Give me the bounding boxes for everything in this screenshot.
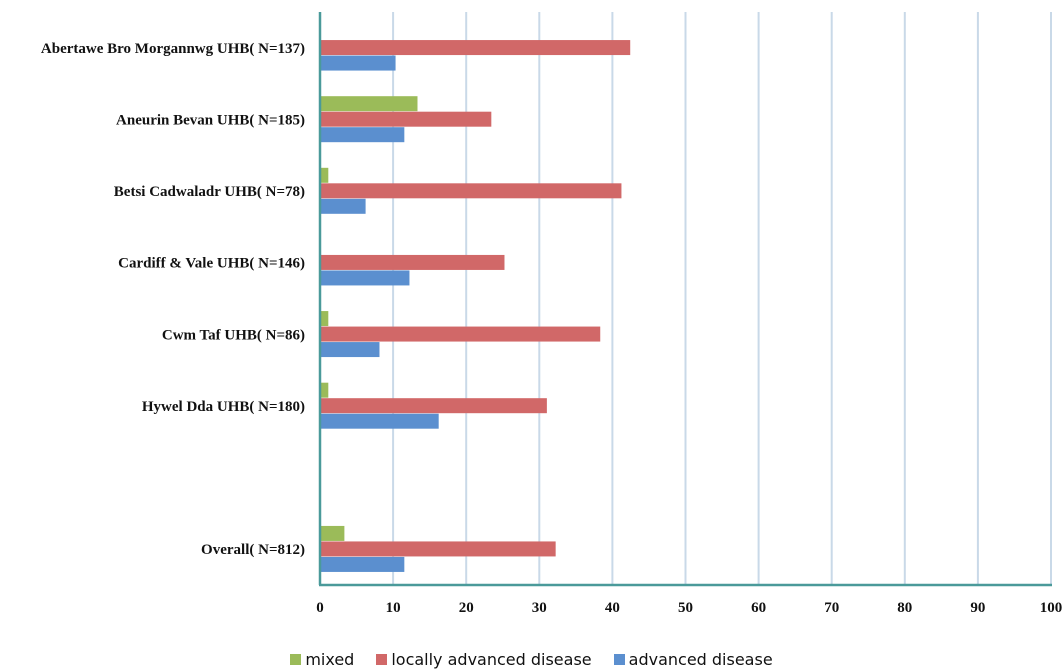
x-tick-label: 0 xyxy=(316,600,324,616)
category-label: Cardiff & Vale UHB( N=146) xyxy=(118,256,305,272)
category-label: Hywel Dda UHB( N=180) xyxy=(142,399,305,415)
bars xyxy=(321,40,631,572)
bar-locally-advanced-disease-0 xyxy=(321,40,631,56)
x-tick-label: 100 xyxy=(1040,600,1063,616)
bar-mixed-2 xyxy=(321,167,329,183)
x-tick-label: 80 xyxy=(897,600,912,616)
bar-locally-advanced-disease-3 xyxy=(321,254,505,270)
legend-label-locally-advanced: locally advanced disease xyxy=(391,649,592,669)
x-tick-label: 10 xyxy=(386,600,401,616)
bar-advanced-disease-4 xyxy=(321,342,380,358)
bar-locally-advanced-disease-7 xyxy=(321,541,556,557)
x-tick-label: 50 xyxy=(678,600,693,616)
bar-advanced-disease-7 xyxy=(321,556,405,572)
bar-mixed-4 xyxy=(321,311,329,327)
bar-mixed-5 xyxy=(321,382,329,398)
x-tick-label: 20 xyxy=(459,600,474,616)
bar-chart: 0 10 20 30 40 50 60 70 80 90 100 Abertawe Bro Morg… xyxy=(41,12,1062,616)
bar-locally-advanced-disease-1 xyxy=(321,111,492,127)
axes xyxy=(318,12,1052,587)
x-tick-labels: 0 10 20 30 40 50 60 70 80 90 100 xyxy=(316,600,1062,616)
category-label: Overall( N=812) xyxy=(201,542,305,558)
legend-label-advanced: advanced disease xyxy=(628,649,773,669)
x-tick-label: 40 xyxy=(605,600,620,616)
x-tick-label: 90 xyxy=(970,600,985,616)
legend-swatch-mixed xyxy=(290,653,302,665)
legend-label-mixed: mixed xyxy=(305,649,355,669)
gridlines xyxy=(392,12,1052,585)
bar-locally-advanced-disease-5 xyxy=(321,398,547,414)
bar-advanced-disease-0 xyxy=(321,55,396,71)
legend-item-advanced: advanced disease xyxy=(613,649,773,669)
legend: mixed locally advanced disease advanced … xyxy=(0,648,1063,670)
legend-item-mixed: mixed xyxy=(290,650,354,669)
legend-item-locally-advanced: locally advanced disease xyxy=(376,649,592,669)
category-label: Betsi Cadwaladr UHB( N=78) xyxy=(114,184,305,200)
legend-swatch-advanced xyxy=(613,653,625,665)
legend-swatch-locally-advanced xyxy=(376,653,388,665)
bar-mixed-1 xyxy=(321,96,418,112)
x-tick-label: 70 xyxy=(824,600,839,616)
bar-advanced-disease-3 xyxy=(321,270,410,286)
bar-advanced-disease-2 xyxy=(321,198,366,214)
category-label: Aneurin Bevan UHB( N=185) xyxy=(116,112,305,128)
x-tick-label: 30 xyxy=(532,600,547,616)
bar-locally-advanced-disease-4 xyxy=(321,326,601,342)
bar-mixed-7 xyxy=(321,525,345,541)
x-tick-label: 60 xyxy=(751,600,766,616)
bar-advanced-disease-1 xyxy=(321,127,405,143)
bar-locally-advanced-disease-2 xyxy=(321,183,622,199)
category-label: Abertawe Bro Morgannwg UHB( N=137) xyxy=(41,41,305,57)
category-label: Cwm Taf UHB( N=86) xyxy=(162,327,305,343)
category-labels: Abertawe Bro Morgannwg UHB( N=137) Aneuri… xyxy=(41,41,305,558)
bar-advanced-disease-5 xyxy=(321,413,439,429)
